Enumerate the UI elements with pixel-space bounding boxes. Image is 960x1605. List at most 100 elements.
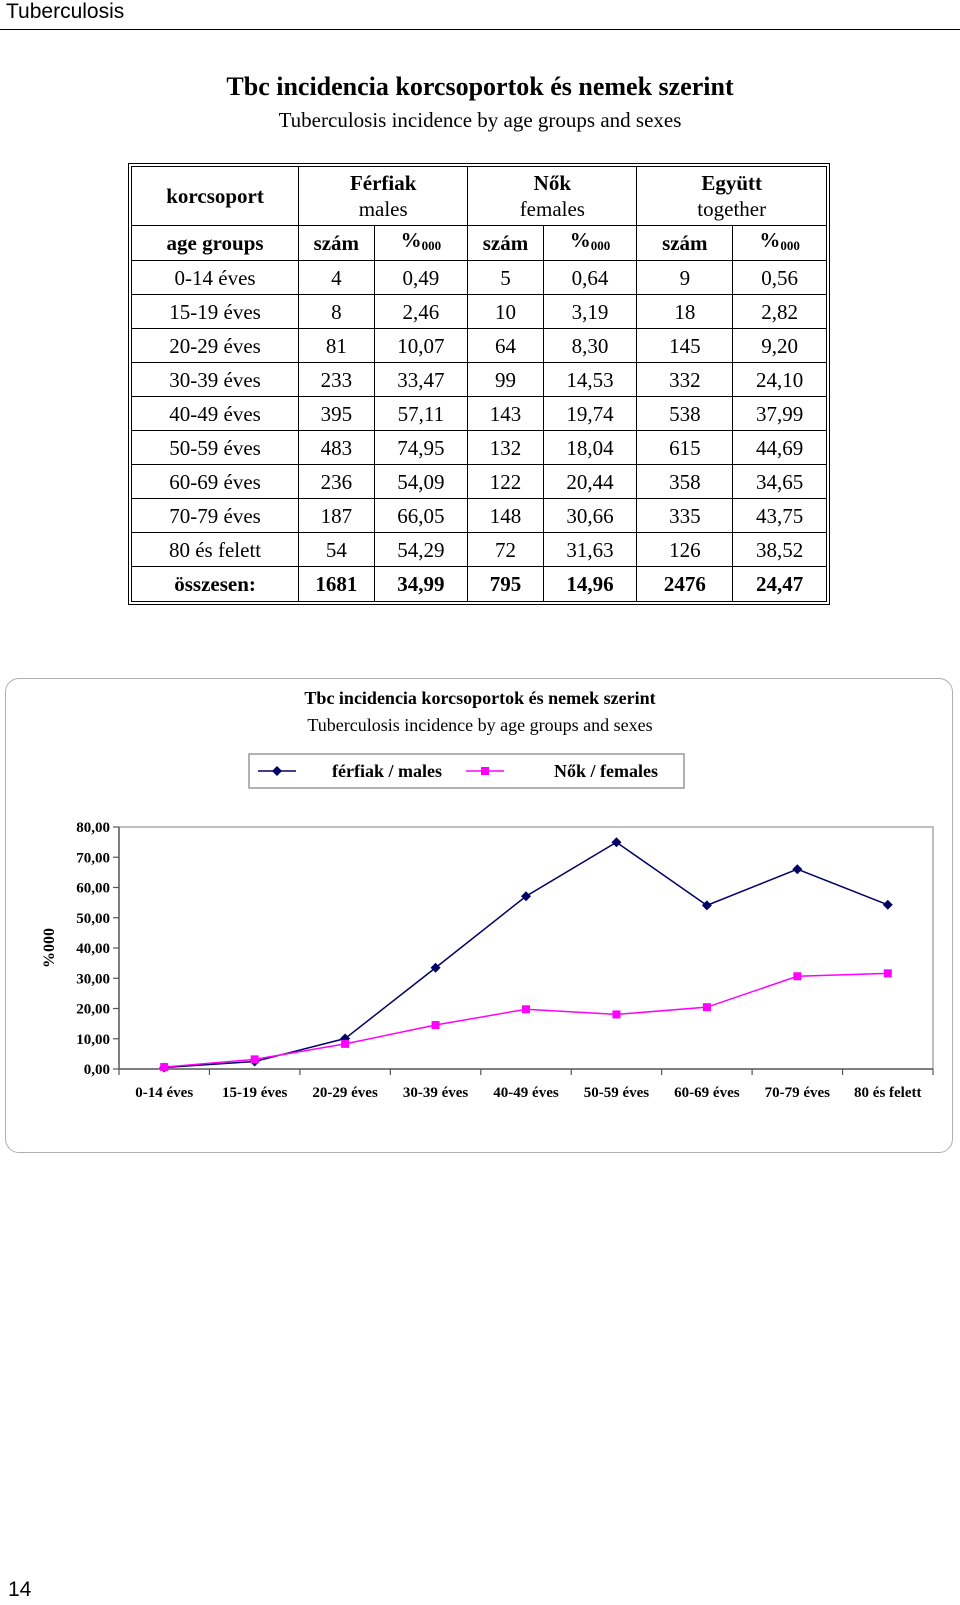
together-count: 9 [636,260,734,295]
line-chart: Tbc incidencia korcsoportok és nemek sze… [41,688,934,1101]
row-age-label: 20-29 éves [130,328,300,363]
females-count: 5 [467,260,544,295]
subheader-szam: szám [636,225,734,261]
total-females-rate: 14,96 [542,566,638,602]
together-rate: 9,20 [732,328,827,363]
table-row: 0-14 éves 4 0,49 5 0,64 9 0,56 [130,260,827,295]
data-point-0 [792,864,803,875]
together-count: 332 [636,362,734,397]
table-row: 30-39 éves 233 33,47 99 14,53 332 24,10 [130,362,827,397]
data-point-1 [793,972,802,981]
row-age-label: 30-39 éves [130,362,300,397]
together-rate: 38,52 [732,532,827,567]
data-point-1 [702,1003,711,1012]
permyriad-sign: % [400,228,422,252]
males-count: 54 [298,532,375,567]
permyriad-sub: 000 [590,238,611,253]
females-rate: 19,74 [542,396,638,431]
page-number: 14 [8,1578,32,1601]
header-males-group: Férfiak males [298,166,469,226]
together-rate: 2,82 [732,294,827,329]
females-rate: 0,64 [542,260,638,295]
x-tick-label: 50-59 éves [584,1085,650,1101]
males-rate: 10,07 [373,328,469,363]
header-egyutt: Együtt [701,171,763,195]
permyriad-sub: 000 [780,238,800,253]
chart-title: Tbc incidencia korcsoportok és nemek sze… [304,688,655,708]
data-point-0 [882,899,893,910]
page-title: Tbc incidencia korcsoportok és nemek sze… [226,72,734,101]
females-count: 143 [467,396,544,431]
females-rate: 18,04 [542,430,638,465]
header-together: together [697,197,767,221]
table-row: 15-19 éves 8 2,46 10 3,19 18 2,82 [130,294,827,329]
table-row: 50-59 éves 483 74,95 132 18,04 615 44,69 [130,430,827,465]
females-rate: 20,44 [542,464,638,499]
females-count: 148 [467,498,544,533]
table-subheader-row: age groups szám %000 szám %000 szám %000 [130,225,827,261]
row-age-label: 0-14 éves [130,260,300,295]
x-tick-label: 30-39 éves [403,1085,469,1101]
chart-panel: Tbc incidencia korcsoportok és nemek sze… [5,678,953,1153]
incidence-table: korcsoport Férfiak males Nők females Egy… [130,166,827,602]
table-row: 60-69 éves 236 54,09 122 20,44 358 34,65 [130,464,827,499]
incidence-table-frame: korcsoport Férfiak males Nők females Egy… [128,163,830,605]
header-males: males [358,197,408,221]
together-count: 538 [636,396,734,431]
y-tick-label: 0,00 [84,1062,110,1078]
y-tick-label: 40,00 [76,941,110,957]
females-count: 132 [467,430,544,465]
permyriad-sign: % [569,228,591,252]
row-age-label: 70-79 éves [130,498,300,533]
total-together-count: 2476 [636,566,734,602]
data-point-1 [522,1005,530,1014]
subheader-permyriad: %000 [732,225,827,261]
header-nok: Nők [533,171,572,195]
males-count: 236 [298,464,375,499]
series-line-1 [164,972,888,1068]
data-point-1 [250,1055,259,1064]
table-row: 20-29 éves 81 10,07 64 8,30 145 9,20 [130,328,827,363]
table-body: 0-14 éves 4 0,49 5 0,64 9 0,56 15-19 éves 8 2,46 1… [130,260,827,567]
total-males-rate: 34,99 [373,566,469,602]
legend-marker-0 [272,766,282,776]
data-point-1 [160,1063,169,1072]
table-row: 80 és felett 54 54,29 72 31,63 126 38,52 [130,532,827,567]
females-count: 10 [467,294,544,329]
data-point-0 [521,891,531,902]
y-tick-label: 50,00 [76,911,110,927]
together-count: 18 [636,294,734,329]
x-tick-label: 80 és felett [854,1085,921,1101]
subheader-permyriad: %000 [542,225,638,261]
data-point-0 [701,900,712,911]
females-rate: 3,19 [542,294,638,329]
y-axis-label: %000 [41,928,58,968]
males-count: 8 [298,294,375,329]
together-rate: 34,65 [732,464,827,499]
males-rate: 54,29 [373,532,469,567]
males-count: 233 [298,362,375,397]
header-ferfiak: Férfiak [349,171,417,195]
row-age-label: 50-59 éves [130,430,300,465]
row-age-label: 40-49 éves [130,396,300,431]
together-count: 358 [636,464,734,499]
y-tick-label: 70,00 [76,850,110,866]
series-line-0 [164,841,889,1069]
females-count: 99 [467,362,544,397]
legend-label-0: férfiak / males [332,761,442,781]
x-tick-label: 15-19 éves [222,1085,288,1101]
together-count: 615 [636,430,734,465]
y-tick-label: 80,00 [76,820,110,836]
x-tick-label: 60-69 éves [674,1085,740,1101]
together-rate: 24,10 [732,362,827,397]
females-count: 64 [467,328,544,363]
females-count: 72 [467,532,544,567]
header-females: females [519,197,585,221]
subheader-szam: szám [467,225,544,261]
subheader-szam: szám [298,225,375,261]
table-row: 40-49 éves 395 57,11 143 19,74 538 37,99 [130,396,827,431]
females-rate: 14,53 [542,362,638,397]
data-point-1 [883,969,892,978]
females-rate: 8,30 [542,328,638,363]
females-rate: 30,66 [542,498,638,533]
